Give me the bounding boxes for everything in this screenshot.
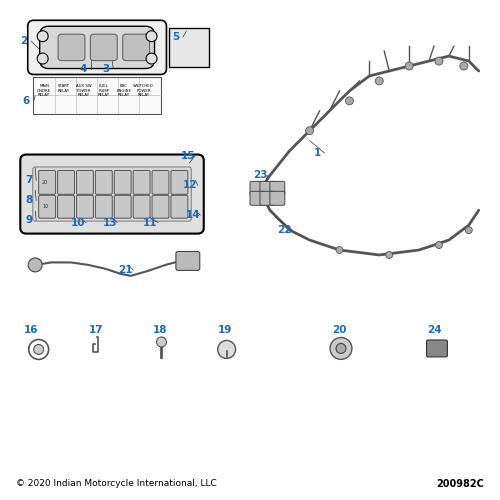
FancyBboxPatch shape <box>250 182 265 196</box>
FancyBboxPatch shape <box>260 192 275 205</box>
Text: 22: 22 <box>278 225 292 235</box>
Text: 18: 18 <box>153 324 168 334</box>
Text: 20: 20 <box>332 324 347 334</box>
FancyBboxPatch shape <box>40 26 154 68</box>
Circle shape <box>28 258 42 272</box>
FancyBboxPatch shape <box>114 170 131 194</box>
Circle shape <box>34 344 43 354</box>
Circle shape <box>405 62 413 70</box>
Text: 21: 21 <box>118 265 133 275</box>
Circle shape <box>435 57 443 65</box>
FancyBboxPatch shape <box>426 340 448 357</box>
Text: 6: 6 <box>22 96 30 106</box>
FancyBboxPatch shape <box>32 167 192 221</box>
Text: 17: 17 <box>88 324 103 334</box>
Circle shape <box>460 62 468 70</box>
FancyBboxPatch shape <box>76 196 94 218</box>
Circle shape <box>218 340 236 358</box>
FancyBboxPatch shape <box>76 170 94 194</box>
Text: 24: 24 <box>426 324 442 334</box>
FancyBboxPatch shape <box>32 78 162 114</box>
FancyBboxPatch shape <box>20 154 204 234</box>
FancyBboxPatch shape <box>58 170 74 194</box>
FancyBboxPatch shape <box>176 252 200 270</box>
Text: EBC
ENGINE
RELAY: EBC ENGINE RELAY <box>116 84 131 97</box>
Text: 12: 12 <box>183 180 198 190</box>
Circle shape <box>466 226 472 234</box>
Circle shape <box>336 344 346 353</box>
FancyBboxPatch shape <box>90 34 117 60</box>
FancyBboxPatch shape <box>133 196 150 218</box>
Circle shape <box>306 126 314 134</box>
FancyBboxPatch shape <box>170 28 208 67</box>
Text: 4: 4 <box>80 64 87 74</box>
Circle shape <box>436 242 442 248</box>
Text: 14: 14 <box>186 210 200 220</box>
Text: 9: 9 <box>25 215 32 225</box>
FancyBboxPatch shape <box>38 196 56 218</box>
Text: 15: 15 <box>180 150 195 160</box>
Text: 20: 20 <box>42 180 48 185</box>
FancyBboxPatch shape <box>152 170 169 194</box>
FancyBboxPatch shape <box>28 20 166 74</box>
FancyBboxPatch shape <box>260 182 275 196</box>
Text: 13: 13 <box>102 218 117 228</box>
FancyBboxPatch shape <box>250 192 265 205</box>
Text: 7: 7 <box>25 176 32 186</box>
Text: 23: 23 <box>252 170 267 180</box>
FancyBboxPatch shape <box>58 34 85 60</box>
Text: START
RELAY: START RELAY <box>58 84 70 92</box>
Text: 2: 2 <box>20 36 28 46</box>
Circle shape <box>346 97 354 105</box>
FancyBboxPatch shape <box>270 182 285 196</box>
Text: 5: 5 <box>172 32 179 42</box>
FancyBboxPatch shape <box>171 170 188 194</box>
Text: 10: 10 <box>71 218 86 228</box>
FancyBboxPatch shape <box>38 170 56 194</box>
Text: 16: 16 <box>24 324 38 334</box>
Text: 200982C: 200982C <box>436 478 484 488</box>
Text: © 2020 Indian Motorcycle International, LLC: © 2020 Indian Motorcycle International, … <box>16 479 217 488</box>
Circle shape <box>146 53 157 64</box>
Text: 19: 19 <box>218 324 232 334</box>
Text: 10: 10 <box>42 204 48 209</box>
Circle shape <box>330 338 352 359</box>
Text: SWITCHED
POWER
RELAY: SWITCHED POWER RELAY <box>133 84 154 97</box>
Text: 8: 8 <box>25 196 32 205</box>
FancyBboxPatch shape <box>133 170 150 194</box>
Circle shape <box>37 53 48 64</box>
Circle shape <box>386 252 392 258</box>
Circle shape <box>156 337 166 347</box>
FancyBboxPatch shape <box>152 196 169 218</box>
Text: FUEL
PUMP
RELAY: FUEL PUMP RELAY <box>98 84 110 97</box>
Circle shape <box>146 30 157 42</box>
FancyBboxPatch shape <box>58 196 74 218</box>
FancyBboxPatch shape <box>270 192 285 205</box>
Circle shape <box>336 246 343 254</box>
Text: 11: 11 <box>144 218 158 228</box>
FancyBboxPatch shape <box>114 196 131 218</box>
Text: AUX SW
POWER
RELAY: AUX SW POWER RELAY <box>76 84 92 97</box>
Circle shape <box>37 30 48 42</box>
Circle shape <box>376 77 384 85</box>
FancyBboxPatch shape <box>122 34 150 60</box>
Text: 1: 1 <box>314 148 321 158</box>
Text: 3: 3 <box>102 64 110 74</box>
Text: MAIN
GNDRE
RELAY: MAIN GNDRE RELAY <box>37 84 51 97</box>
FancyBboxPatch shape <box>96 196 112 218</box>
FancyBboxPatch shape <box>96 170 112 194</box>
FancyBboxPatch shape <box>171 196 188 218</box>
